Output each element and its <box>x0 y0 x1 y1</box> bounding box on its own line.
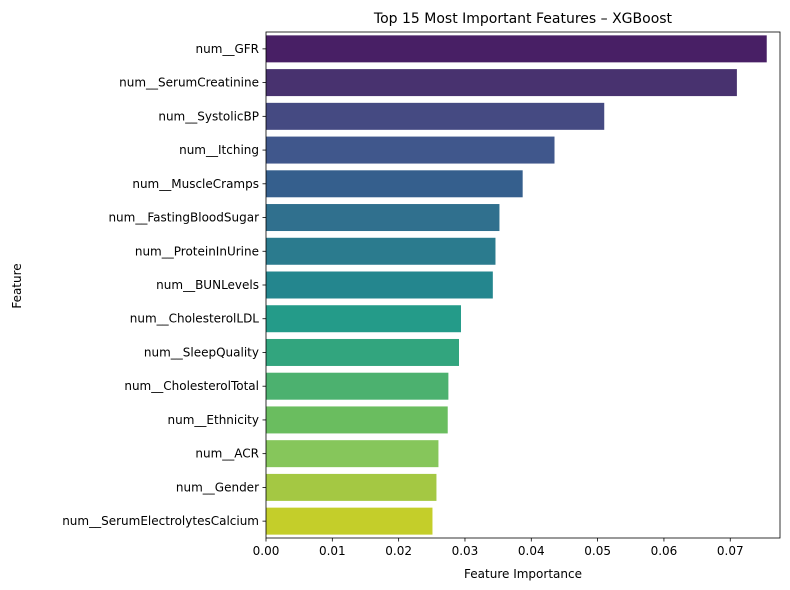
y-tick-label: num__SerumCreatinine <box>119 76 259 90</box>
bar-7 <box>266 271 493 299</box>
y-tick-label: num__SystolicBP <box>158 109 259 123</box>
plot-frame <box>265 31 781 539</box>
bar-1 <box>266 69 737 97</box>
y-tick-label: num__SerumElectrolytesCalcium <box>62 514 259 528</box>
x-tick-label: 0.05 <box>584 544 611 558</box>
x-tick-label: 0.02 <box>385 544 412 558</box>
bars-group <box>266 35 767 535</box>
bar-0 <box>266 35 767 63</box>
x-ticks: 0.00 0.01 0.02 0.03 0.04 0.05 0.06 0.07 <box>253 538 744 558</box>
y-tick-label: num__BUNLevels <box>156 278 259 292</box>
bar-2 <box>266 102 605 130</box>
y-tick-label: num__CholesterolLDL <box>130 312 260 326</box>
y-tick-label: num__Gender <box>176 480 259 494</box>
y-tick-label: num__GFR <box>196 42 259 56</box>
bar-4 <box>266 170 523 198</box>
x-tick-label: 0.04 <box>518 544 545 558</box>
y-tick-label: num__SleepQuality <box>144 345 259 359</box>
bar-3 <box>266 136 555 164</box>
x-tick-label: 0.00 <box>253 544 280 558</box>
bar-14 <box>266 507 433 535</box>
bar-12 <box>266 440 439 468</box>
chart-title: Top 15 Most Important Features – XGBoost <box>373 11 673 27</box>
bar-8 <box>266 305 461 333</box>
y-tick-label: num__CholesterolTotal <box>124 379 259 393</box>
bar-10 <box>266 372 449 400</box>
bar-11 <box>266 406 448 434</box>
y-tick-label: num__ACR <box>195 447 259 461</box>
y-tick-label: num__MuscleCramps <box>132 177 259 191</box>
y-tick-label: num__ProteinInUrine <box>135 244 259 258</box>
bar-6 <box>266 237 496 265</box>
y-tick-label: num__Itching <box>179 143 259 157</box>
x-axis-label: Feature Importance <box>464 567 582 581</box>
x-tick-label: 0.07 <box>717 544 744 558</box>
bar-5 <box>266 204 500 232</box>
bar-13 <box>266 473 437 501</box>
y-axis-label: Feature <box>10 263 24 308</box>
y-tick-label: num__Ethnicity <box>168 413 259 427</box>
x-tick-label: 0.01 <box>319 544 346 558</box>
y-tick-label: num__FastingBloodSugar <box>108 211 259 225</box>
x-tick-label: 0.06 <box>651 544 678 558</box>
x-tick-label: 0.03 <box>452 544 479 558</box>
y-tick-labels: num__GFR num__SerumCreatinine num__Systoli… <box>62 42 266 528</box>
bar-9 <box>266 338 459 366</box>
